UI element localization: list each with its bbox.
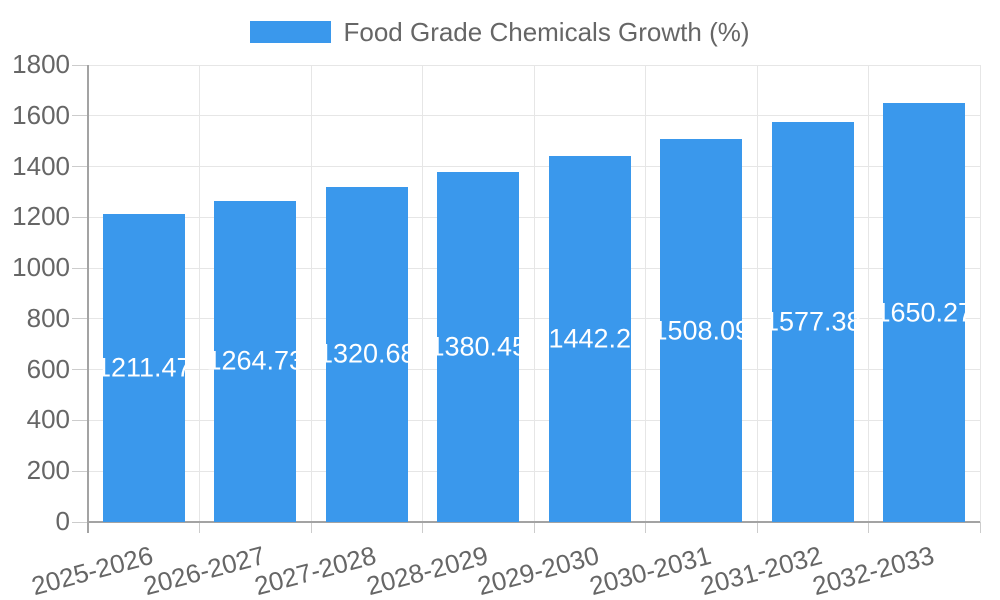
x-axis-tick [422,522,423,533]
x-axis-tick-label: 2029-2030 [474,540,603,600]
bar[interactable] [660,139,743,522]
bar[interactable] [214,200,297,522]
x-axis-tick [868,522,869,533]
x-axis-tick-label: 2031-2032 [697,540,826,600]
gridline-vertical [533,65,535,522]
bar-value-label: 1320.68 [317,338,416,369]
legend[interactable]: Food Grade Chemicals Growth (%) [0,17,1000,47]
gridline-vertical [756,65,758,522]
x-axis-tick [979,522,981,533]
x-axis-tick-label: 2028-2029 [363,540,492,600]
y-axis-tick-label: 400 [26,404,70,435]
x-axis-tick-label: 2030-2031 [586,540,715,600]
y-axis-tick-label: 600 [26,353,70,384]
y-axis-tick-label: 1800 [12,48,70,79]
bar[interactable] [548,155,631,522]
gridline-vertical [199,65,200,522]
x-axis-line [88,521,980,523]
gridline-vertical [645,65,646,522]
y-axis-tick [72,166,88,168]
y-axis-tick-label: 1400 [12,150,70,181]
bar[interactable] [102,214,185,522]
y-axis-tick-label: 1200 [12,201,70,232]
x-axis-tick-label: 2026-2027 [140,540,269,600]
y-axis-line [87,65,89,533]
x-axis-tick [645,522,646,533]
y-axis-tick [72,470,88,472]
bar[interactable] [437,171,520,522]
bar[interactable] [883,103,966,522]
legend-swatch [250,21,332,43]
y-axis-tick-label: 800 [26,302,70,333]
bar-value-label: 1380.45 [429,331,528,362]
y-axis-tick [72,267,88,269]
legend-label: Food Grade Chemicals Growth (%) [343,16,750,47]
gridline-vertical [422,65,423,522]
bar-value-label: 1442.2 [548,323,632,354]
y-axis-tick-label: 1600 [12,99,70,130]
x-axis-tick [533,522,535,533]
gridline-vertical [979,65,981,522]
y-axis-tick [72,216,88,218]
x-axis-tick-label: 2027-2028 [251,540,380,600]
bar-value-label: 1264.73 [206,345,305,376]
y-axis-tick [72,521,88,523]
y-axis-tick-label: 0 [55,505,70,536]
bar[interactable] [325,186,408,522]
x-axis-tick-label: 2032-2033 [809,540,938,600]
bar-value-label: 1211.47 [95,352,192,383]
bar-value-label: 1508.09 [652,315,751,346]
y-axis-tick [72,318,88,320]
gridline-vertical [868,65,869,522]
y-axis-tick [72,369,88,371]
x-axis-tick [310,522,312,533]
x-axis-tick-label: 2025-2026 [28,540,157,600]
bar-value-label: 1650.27 [875,297,974,327]
x-axis-tick [199,522,200,533]
y-axis-tick [72,115,88,117]
bar[interactable] [771,121,854,522]
y-axis-tick-label: 200 [26,455,70,486]
x-axis-tick [756,522,758,533]
y-axis-tick [72,64,88,66]
bar-value-label: 1577.38 [763,306,862,337]
y-axis-tick-label: 1000 [12,251,70,282]
y-axis-tick [72,419,88,421]
gridline-vertical [310,65,312,522]
